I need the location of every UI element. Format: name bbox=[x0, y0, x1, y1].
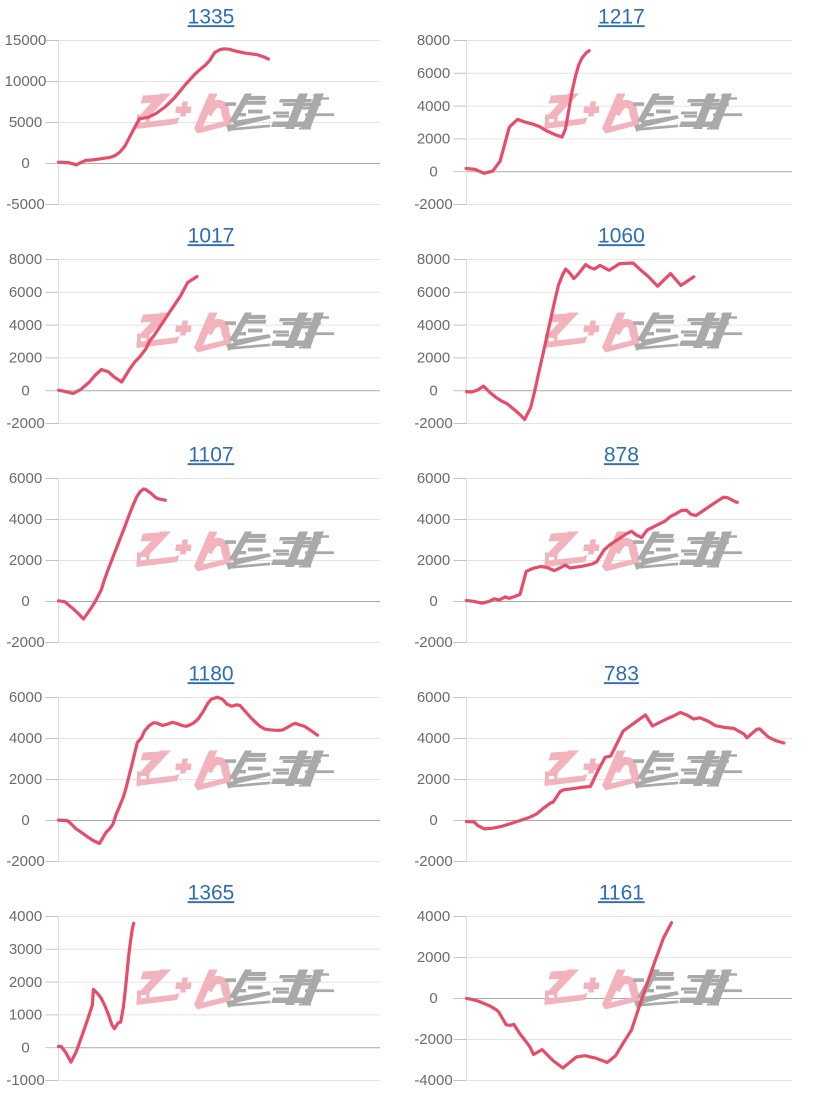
svg-text:3000: 3000 bbox=[9, 941, 42, 958]
svg-text:2000: 2000 bbox=[417, 350, 450, 367]
svg-text:1017: 1017 bbox=[188, 225, 235, 248]
svg-text:6000: 6000 bbox=[9, 284, 42, 301]
svg-text:0: 0 bbox=[429, 382, 437, 399]
svg-text:0: 0 bbox=[21, 155, 29, 172]
svg-text:2000: 2000 bbox=[9, 350, 42, 367]
svg-text:2000: 2000 bbox=[417, 131, 450, 148]
svg-text:1000: 1000 bbox=[9, 1007, 42, 1024]
svg-text:6000: 6000 bbox=[417, 284, 450, 301]
svg-text:4000: 4000 bbox=[417, 317, 450, 334]
svg-text:4000: 4000 bbox=[9, 511, 42, 528]
svg-text:2000: 2000 bbox=[9, 771, 42, 788]
svg-text:4000: 4000 bbox=[417, 98, 450, 115]
svg-text:6000: 6000 bbox=[417, 689, 450, 706]
svg-text:1335: 1335 bbox=[188, 6, 235, 29]
svg-text:-2000: -2000 bbox=[414, 853, 452, 870]
svg-text:1161: 1161 bbox=[599, 882, 644, 905]
svg-text:4000: 4000 bbox=[417, 908, 450, 925]
svg-text:-2000: -2000 bbox=[6, 634, 44, 651]
svg-text:2000: 2000 bbox=[9, 974, 42, 991]
svg-text:-2000: -2000 bbox=[6, 853, 44, 870]
svg-text:-2000: -2000 bbox=[6, 415, 44, 432]
svg-text:0: 0 bbox=[21, 382, 29, 399]
svg-text:2000: 2000 bbox=[417, 771, 450, 788]
svg-text:-5000: -5000 bbox=[6, 196, 44, 213]
svg-text:1107: 1107 bbox=[188, 444, 233, 467]
svg-text:0: 0 bbox=[429, 812, 437, 829]
svg-text:4000: 4000 bbox=[9, 317, 42, 334]
svg-text:4000: 4000 bbox=[9, 730, 42, 747]
svg-text:783: 783 bbox=[604, 663, 639, 686]
svg-text:8000: 8000 bbox=[9, 251, 42, 268]
svg-text:0: 0 bbox=[21, 812, 29, 829]
svg-text:2000: 2000 bbox=[417, 552, 450, 569]
svg-text:0: 0 bbox=[429, 163, 437, 180]
svg-text:0: 0 bbox=[429, 593, 437, 610]
svg-text:-2000: -2000 bbox=[414, 415, 452, 432]
svg-text:1180: 1180 bbox=[188, 663, 233, 686]
svg-text:-2000: -2000 bbox=[414, 634, 452, 651]
svg-text:-2000: -2000 bbox=[414, 1031, 452, 1048]
svg-text:-1000: -1000 bbox=[6, 1072, 44, 1089]
svg-text:6000: 6000 bbox=[9, 470, 42, 487]
svg-text:1217: 1217 bbox=[598, 6, 645, 29]
svg-text:0: 0 bbox=[21, 593, 29, 610]
svg-text:6000: 6000 bbox=[417, 65, 450, 82]
svg-text:1060: 1060 bbox=[598, 225, 645, 248]
svg-text:15000: 15000 bbox=[5, 32, 47, 49]
svg-text:878: 878 bbox=[604, 444, 639, 467]
svg-text:-4000: -4000 bbox=[414, 1072, 452, 1089]
svg-text:0: 0 bbox=[429, 990, 437, 1007]
svg-text:2000: 2000 bbox=[417, 949, 450, 966]
svg-text:8000: 8000 bbox=[417, 32, 450, 49]
svg-text:6000: 6000 bbox=[417, 470, 450, 487]
svg-text:8000: 8000 bbox=[417, 251, 450, 268]
svg-text:4000: 4000 bbox=[417, 730, 450, 747]
svg-text:5000: 5000 bbox=[9, 114, 42, 131]
svg-text:10000: 10000 bbox=[5, 73, 47, 90]
svg-text:6000: 6000 bbox=[9, 689, 42, 706]
svg-text:-2000: -2000 bbox=[414, 196, 452, 213]
svg-text:2000: 2000 bbox=[9, 552, 42, 569]
svg-text:1365: 1365 bbox=[188, 882, 235, 905]
svg-text:0: 0 bbox=[21, 1039, 29, 1056]
svg-text:4000: 4000 bbox=[9, 908, 42, 925]
svg-text:4000: 4000 bbox=[417, 511, 450, 528]
